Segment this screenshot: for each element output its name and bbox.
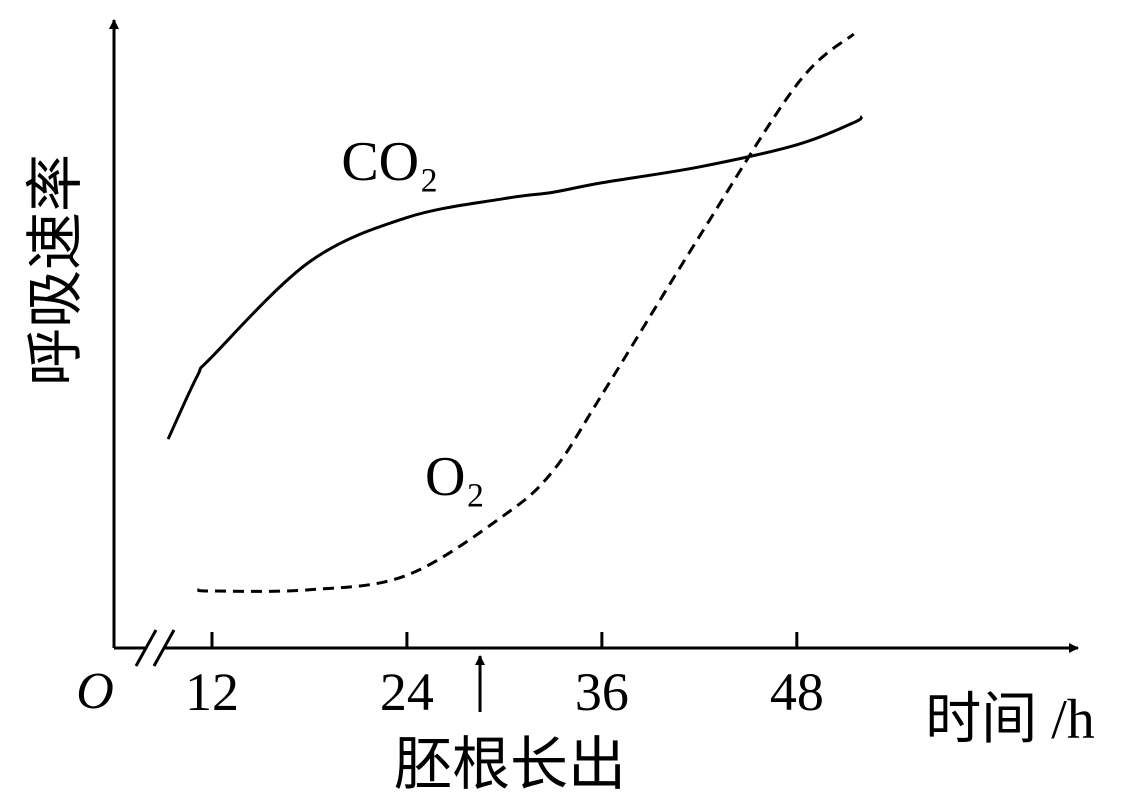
- x-tick-label: 48: [770, 662, 824, 722]
- series-label: O₂: [425, 446, 485, 508]
- y-axis-label: 呼吸速率: [23, 154, 88, 386]
- x-axis-label: 时间 /h: [925, 689, 1095, 751]
- series-label: CO₂: [341, 131, 438, 193]
- axis-break: [134, 629, 158, 667]
- axis-break-gap: [146, 640, 164, 656]
- series-line: [166, 115, 864, 440]
- axis-break: [152, 629, 176, 667]
- annotation-label: 胚根长出: [394, 732, 626, 797]
- x-tick-label: 12: [185, 662, 239, 722]
- x-tick-label: 24: [380, 662, 434, 722]
- series-line: [196, 32, 855, 593]
- origin-label: O: [76, 663, 114, 720]
- x-tick-label: 36: [575, 662, 629, 722]
